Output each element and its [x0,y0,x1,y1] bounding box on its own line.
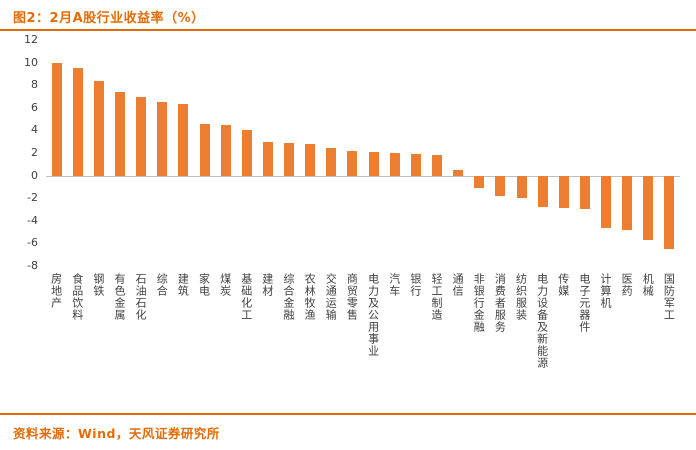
x-axis-label: 石油石化 [134,273,148,321]
bar [643,175,654,240]
bar [601,175,612,228]
y-tick-label: 8 [31,78,38,92]
bar [453,169,464,176]
bar [622,175,633,230]
bar [474,175,485,189]
y-axis: 12 10 8 6 4 2 0 -2 -4 -6 -8 [0,34,40,272]
x-axis-labels: 房地产 食品饮料 钢铁 有色金属 石油石化 综合 建筑 家电 煤炭 基础化工 建材 综合金融 农林牧渔交… [46,271,680,411]
x-axis-label: 消费者服务 [493,273,507,333]
bar [326,148,337,176]
x-axis-label: 家电 [197,273,211,297]
y-tick-label: 10 [24,55,38,69]
bar [136,96,147,176]
x-axis-label: 建筑 [176,273,190,297]
y-tick-label: 0 [31,168,38,182]
x-axis-label: 食品饮料 [70,273,84,321]
x-axis-label: 机械 [641,273,655,297]
top-divider [0,29,696,31]
x-axis-label: 电力及公用事业 [366,273,380,357]
y-tick-label: -2 [27,191,38,205]
x-axis-label: 有色金属 [112,273,126,321]
x-axis-label: 传媒 [556,273,570,297]
bar [537,175,548,208]
y-tick-label: 6 [31,100,38,114]
x-axis-label: 钢铁 [91,273,105,297]
plot-area [46,40,680,266]
bar [516,175,527,199]
bar [389,153,400,176]
bar [157,102,168,176]
x-axis-label: 基础化工 [239,273,253,321]
bar [199,123,210,176]
x-axis-label: 电力设备及新能源 [535,273,549,369]
bar [51,62,62,176]
source-note: 资料来源：Wind，天风证券研究所 [13,426,220,441]
bar [368,151,379,176]
x-axis-label: 煤炭 [218,273,232,297]
y-tick-label: -6 [27,236,38,250]
x-axis-label: 银行 [408,273,422,297]
x-axis-label: 非银行金融 [472,273,486,333]
x-axis-label: 交通运输 [324,273,338,321]
x-axis-label: 汽车 [387,273,401,297]
x-axis-label: 医药 [620,273,634,297]
bar [72,68,83,176]
bar [178,104,189,176]
bar [220,124,231,176]
x-axis-label: 房地产 [49,273,63,309]
bar [241,130,252,176]
bar [495,175,506,196]
x-axis-label: 国防军工 [662,273,676,321]
bottom-divider [0,413,696,415]
bar [93,80,104,176]
bar [347,150,358,176]
x-axis-label: 轻工制造 [429,273,443,321]
x-axis-label: 商贸零售 [345,273,359,321]
x-axis-label: 计算机 [599,273,613,309]
x-axis-label: 综合 [155,273,169,297]
x-axis-label: 纺织服装 [514,273,528,321]
bar [305,143,316,176]
bar [664,175,675,250]
x-axis-label: 综合金融 [282,273,296,321]
bar [431,155,442,176]
y-tick-label: -4 [27,213,38,227]
x-axis-label: 农林牧渔 [303,273,317,321]
zero-axis-line [46,175,680,177]
y-tick-label: 12 [24,33,38,46]
bar [558,175,569,209]
x-axis-label: 建材 [260,273,274,297]
x-axis-label: 电子元器件 [577,273,591,333]
bar [284,142,295,176]
bar [262,141,273,176]
y-tick-label: 2 [31,146,38,159]
y-tick-label: 4 [31,123,38,137]
y-tick-label: -8 [27,259,38,272]
chart-title: 图2：2月A股行业收益率（%） [13,11,205,26]
bar [114,91,125,176]
bar [579,175,590,210]
x-axis-label: 通信 [451,273,465,297]
bar [410,154,421,176]
